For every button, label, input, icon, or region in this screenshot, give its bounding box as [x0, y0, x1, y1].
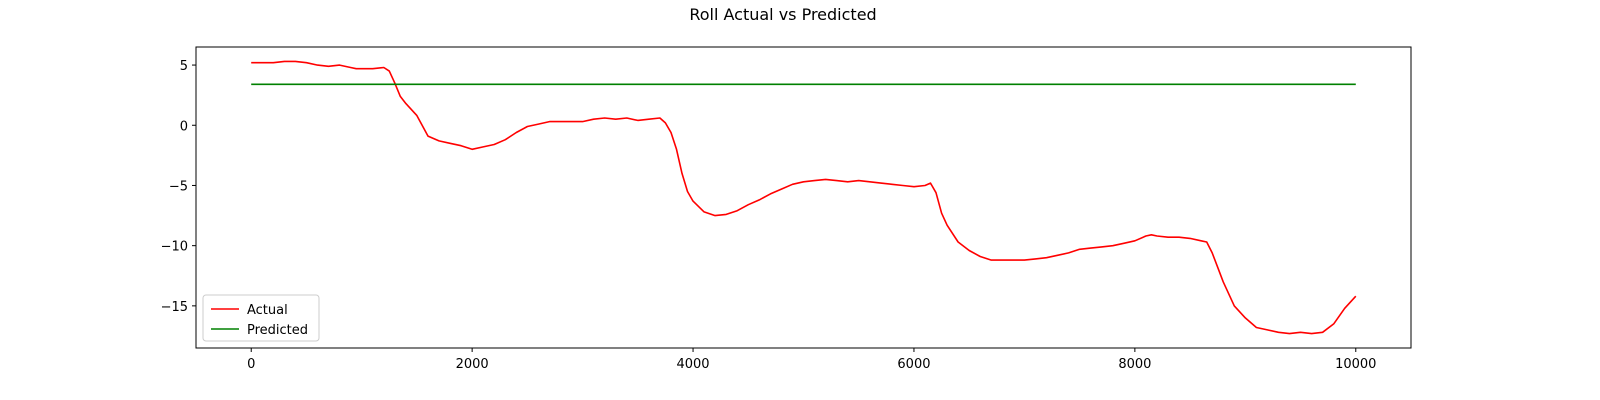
x-axis: 0 2000 4000 6000 8000 10000	[247, 348, 1376, 372]
series-line-actual	[251, 60, 1357, 335]
legend-label-predicted: Predicted	[247, 323, 308, 338]
y-tick-label: −5	[169, 179, 188, 194]
x-tick-label: 10000	[1335, 357, 1376, 372]
plot-area	[251, 60, 1357, 335]
y-tick-label: −10	[161, 240, 188, 255]
x-tick-label: 2000	[456, 357, 489, 372]
x-tick-label: 0	[247, 357, 255, 372]
y-tick-label: 0	[180, 119, 188, 134]
y-tick-label: 5	[180, 59, 188, 74]
y-tick-label: −15	[161, 300, 188, 315]
axes-frame	[195, 46, 1412, 349]
legend: Actual Predicted	[202, 294, 320, 342]
x-tick-label: 8000	[1118, 357, 1151, 372]
legend-label-actual: Actual	[247, 303, 288, 318]
x-tick-label: 6000	[897, 357, 930, 372]
x-tick-label: 4000	[676, 357, 709, 372]
chart-title: Roll Actual vs Predicted	[689, 5, 876, 24]
y-axis: 5 0 −5 −10 −15	[161, 59, 196, 315]
